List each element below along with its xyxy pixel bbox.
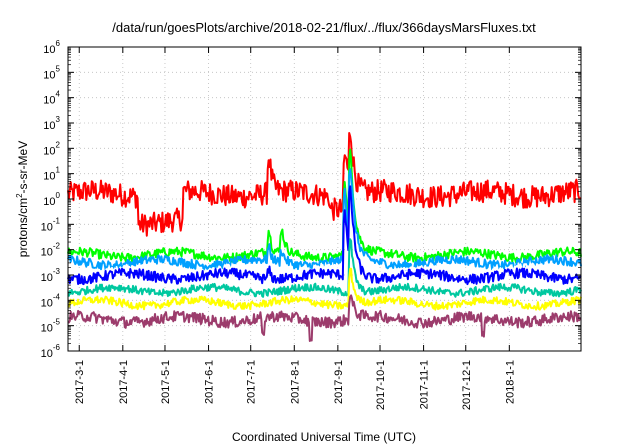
x-axis: 2017-3-1 2017-4-1 2017-5-1 2017-6-1 2017-7-1… — [74, 47, 516, 410]
y-tick-label: 10-3 — [41, 267, 61, 284]
series-line — [67, 132, 582, 237]
y-tick-label: 10-1 — [41, 216, 61, 233]
y-tick-label: 10-6 — [41, 343, 61, 360]
y-tick-label: 101 — [43, 166, 60, 183]
series-line — [67, 267, 582, 311]
y-axis-label: protons/cm2-s-sr-MeV — [15, 141, 30, 257]
x-tick-label: 2018-1-1 — [504, 360, 516, 404]
x-tick-label: 2017-5-1 — [160, 360, 172, 404]
y-tick-label: 10-5 — [41, 318, 61, 335]
x-axis-label: Coordinated Universal Time (UTC) — [232, 430, 416, 444]
x-tick-label: 2017-12-1 — [461, 360, 473, 410]
series-line — [67, 238, 582, 298]
x-tick-label: 2017-6-1 — [204, 360, 216, 404]
y-tick-label: 103 — [43, 115, 60, 132]
y-tick-label: 106 — [43, 39, 60, 56]
x-tick-label: 2017-4-1 — [118, 360, 130, 404]
x-tick-label: 2017-8-1 — [289, 360, 301, 404]
y-tick-label: 105 — [43, 64, 60, 81]
y-tick-label: 104 — [43, 90, 60, 107]
series-line — [67, 294, 582, 342]
series-line — [67, 185, 582, 286]
series-line — [67, 148, 582, 264]
x-tick-label: 2017-9-1 — [333, 360, 345, 404]
y-tick-label: 10-2 — [41, 242, 61, 259]
y-axis: 10-6 10-5 10-4 10-3 10-2 10-1 100 101 102 103 104 1… — [41, 39, 581, 360]
series-line — [67, 168, 582, 271]
x-tick-label: 2017-3-1 — [74, 360, 86, 404]
series-group — [67, 132, 582, 342]
y-tick-label: 10-4 — [41, 292, 61, 309]
x-tick-label: 2017-7-1 — [246, 360, 258, 404]
x-tick-label: 2017-10-1 — [375, 360, 387, 410]
chart-title: /data/run/goesPlots/archive/2018-02-21/f… — [112, 20, 536, 35]
x-tick-label: 2017-11-1 — [419, 360, 431, 409]
y-tick-label: 100 — [43, 191, 60, 208]
y-tick-label: 102 — [43, 140, 60, 157]
